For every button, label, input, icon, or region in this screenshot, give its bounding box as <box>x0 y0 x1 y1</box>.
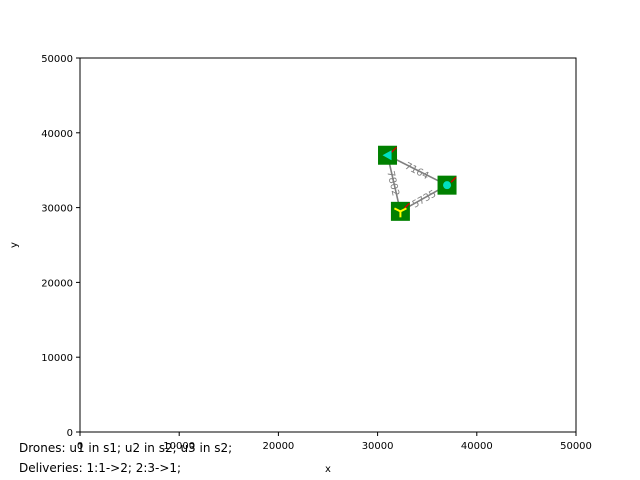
station-marker-s2 <box>450 176 457 183</box>
y-axis-label: y <box>9 242 20 248</box>
station-marker-s3 <box>403 202 410 209</box>
x-tick-label: 10000 <box>163 441 195 452</box>
y-tick-label: 0 <box>67 428 73 439</box>
y-tick-label: 40000 <box>41 129 73 140</box>
x-axis-label: x <box>325 464 331 475</box>
plot-area <box>80 58 576 432</box>
x-tick-label: 20000 <box>262 441 294 452</box>
axes-frame <box>79 57 577 433</box>
drones-layer <box>382 150 452 218</box>
x-tick-label: 0 <box>77 441 83 452</box>
station-marker-s1 <box>390 146 398 153</box>
drones-status-line: Drones: u1 in s1; u2 in s2; u3 in s2; <box>19 441 233 455</box>
y-tick-label: 30000 <box>41 204 73 215</box>
deliveries-status-line: Deliveries: 1:1->2; 2:3->1; <box>19 461 182 475</box>
axes-layer <box>79 57 577 433</box>
y-tick-label: 10000 <box>41 353 73 364</box>
drone-u3 <box>393 207 407 218</box>
y-tick-label: 20000 <box>41 278 73 289</box>
y-tick-label: 50000 <box>41 54 73 65</box>
y-ticks: 0 10000 20000 30000 40000 50000 <box>41 54 80 439</box>
x-tick-label: 50000 <box>560 441 592 452</box>
drone-u2 <box>443 181 452 190</box>
x-tick-label: 40000 <box>461 441 493 452</box>
x-tick-label: 30000 <box>362 441 394 452</box>
edge-s1-s2 <box>387 154 448 186</box>
drone-u1 <box>382 150 392 161</box>
x-ticks: 0 10000 20000 30000 40000 50000 <box>77 432 592 452</box>
